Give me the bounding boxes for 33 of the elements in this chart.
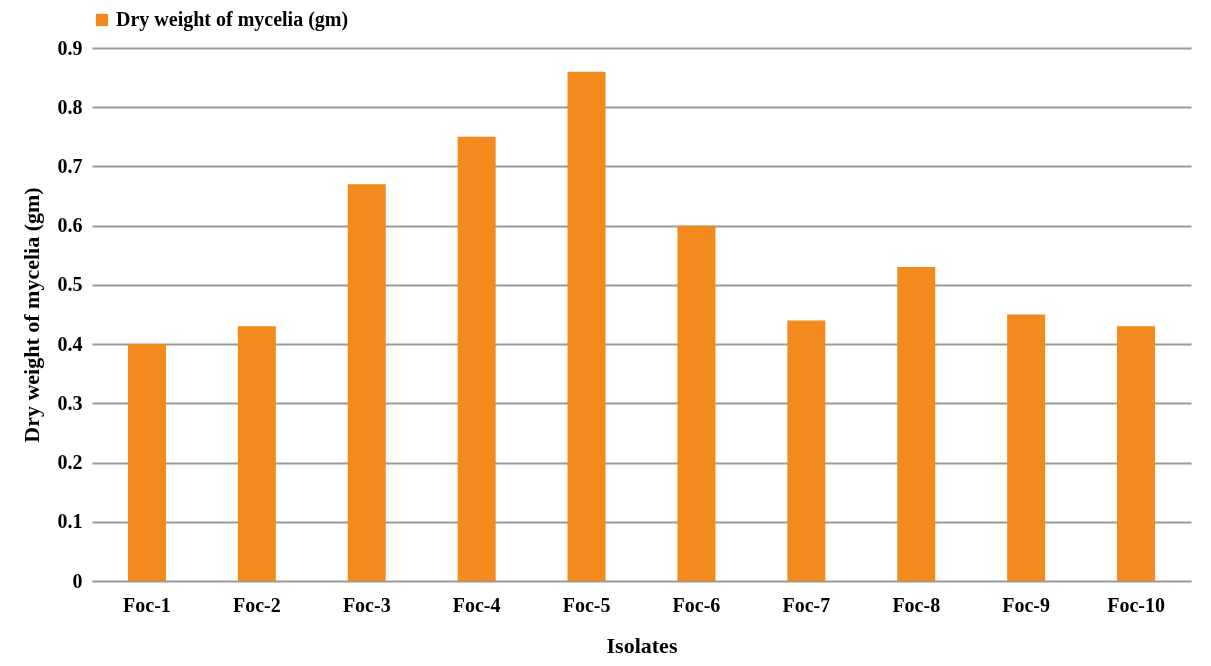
y-tick-label: 0.4 [57,332,83,355]
x-tick-label: Foc-3 [342,593,391,616]
y-tick-label: 0.7 [57,154,83,177]
y-tick-label: 0 [72,569,83,592]
y-tick-label: 0.2 [57,451,83,474]
bar [1007,314,1046,581]
y-tick-label: 0.6 [57,214,83,237]
y-tick-label: 0.5 [57,273,83,296]
x-tick-label: Foc-7 [782,593,831,616]
x-tick-label: Foc-10 [1107,593,1165,616]
bar [237,326,276,581]
y-tick-label: 0.9 [57,36,83,59]
bar [897,267,936,581]
y-tick-label: 0.8 [57,95,83,118]
x-tick-label: Foc-2 [232,593,281,616]
bar [127,344,166,581]
bar [787,320,826,581]
x-tick-label: Foc-8 [892,593,941,616]
legend-label: Dry weight of mycelia (gm) [116,8,349,31]
bar [457,136,496,581]
x-tick-label: Foc-1 [123,593,171,616]
x-tick-label: Foc-4 [452,593,501,616]
x-tick-label: Foc-5 [562,593,611,616]
bar [347,184,386,581]
x-axis-title: Isolates [606,632,678,658]
y-tick-label: 0.1 [57,510,83,533]
x-tick-label: Foc-6 [672,593,721,616]
y-tick-label: 0.3 [57,391,83,414]
x-tick-label: Foc-9 [1002,593,1051,616]
bar [677,225,716,581]
bar [1117,326,1156,581]
bar [567,71,606,581]
y-axis-title: Dry weight of mycelia (gm) [18,187,44,443]
